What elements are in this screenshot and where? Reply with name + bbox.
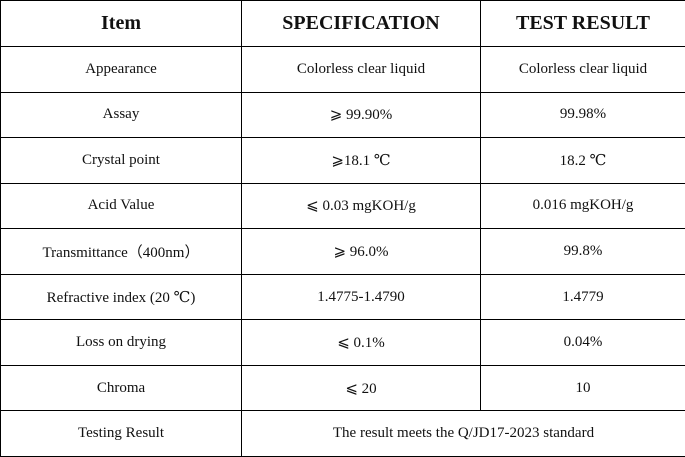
header-cell: Item — [0, 0, 242, 47]
table-cell: Assay — [0, 91, 242, 139]
table-cell: Chroma — [0, 364, 242, 412]
table-cell: Testing Result — [0, 410, 242, 457]
table-cell: Acid Value — [0, 182, 242, 230]
table-cell: 1.4775-1.4790 — [241, 273, 481, 321]
table-row: Testing Result The result meets the Q/JD1… — [0, 410, 685, 457]
table-cell: Crystal point — [0, 137, 242, 184]
table-cell: Colorless clear liquid — [480, 46, 685, 93]
table-cell: ⩾18.1 ℃ — [241, 137, 481, 184]
table-cell: The result meets the Q/JD17-2023 standar… — [241, 410, 685, 457]
header-cell: TEST RESULT — [480, 0, 685, 47]
table-cell: 0.016 mgKOH/g — [480, 182, 685, 230]
table-row: Loss on drying ⩽ 0.1% 0.04% — [0, 319, 685, 366]
table-cell: 10 — [480, 364, 685, 412]
table-cell: ⩽ 0.1% — [241, 319, 481, 366]
table-row: Chroma ⩽ 20 10 — [0, 364, 685, 412]
table-cell: Transmittance（400nm） — [0, 228, 242, 275]
table-cell: 0.04% — [480, 319, 685, 366]
table-row: Refractive index (20 ℃) 1.4775-1.4790 1.47… — [0, 273, 685, 321]
table-cell: 18.2 ℃ — [480, 137, 685, 184]
table-cell: Loss on drying — [0, 319, 242, 366]
table-row: Assay ⩾ 99.90% 99.98% — [0, 91, 685, 139]
table-cell: 1.4779 — [480, 273, 685, 321]
table-row: Crystal point ⩾18.1 ℃ 18.2 ℃ — [0, 137, 685, 184]
table-body: Appearance Colorless clear liquid Colorles… — [0, 46, 685, 457]
table-row: Acid Value ⩽ 0.03 mgKOH/g 0.016 mgKOH/g — [0, 182, 685, 230]
table-row: Transmittance（400nm） ⩾ 96.0% 99.8% — [0, 228, 685, 275]
table-cell: Appearance — [0, 46, 242, 93]
header-row: Item SPECIFICATION TEST RESULT — [0, 0, 685, 47]
table-cell: 99.8% — [480, 228, 685, 275]
table-cell: 99.98% — [480, 91, 685, 139]
table-cell: Refractive index (20 ℃) — [0, 273, 242, 321]
table-cell: Colorless clear liquid — [241, 46, 481, 93]
table-cell: ⩾ 99.90% — [241, 91, 481, 139]
table-row: Appearance Colorless clear liquid Colorles… — [0, 46, 685, 93]
table-cell: ⩽ 0.03 mgKOH/g — [241, 182, 481, 230]
header-cell: SPECIFICATION — [241, 0, 481, 47]
table-cell: ⩾ 96.0% — [241, 228, 481, 275]
table-cell: ⩽ 20 — [241, 364, 481, 412]
